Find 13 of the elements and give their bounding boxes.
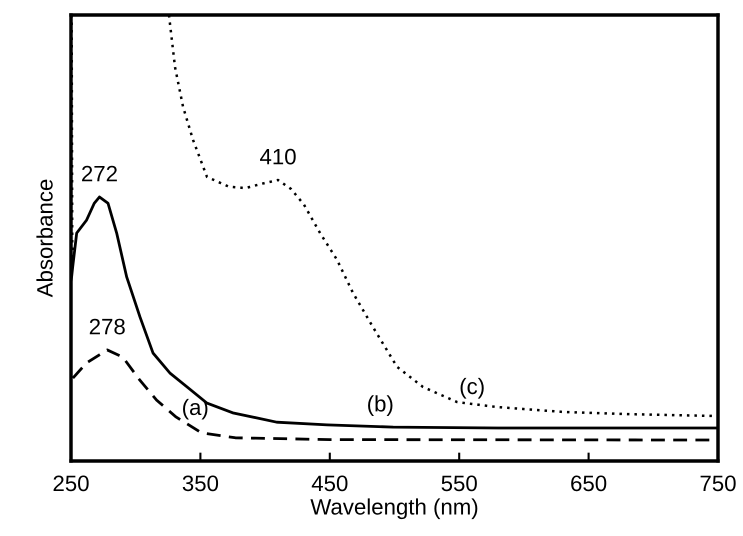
x-tick-label: 750 (700, 475, 736, 492)
annotation: 278 (90, 318, 125, 334)
annotation: (b) (368, 395, 392, 416)
x-axis-title: Wavelength (nm) (310, 498, 478, 520)
x-tick-label: 550 (442, 475, 477, 492)
annotation: (c) (460, 378, 484, 399)
x-tick-label: 250 (54, 475, 89, 492)
annotation: 410 (260, 148, 296, 165)
x-tick-label: 650 (571, 475, 606, 492)
x-tick-label: 450 (312, 475, 348, 492)
annotation: 272 (82, 166, 117, 182)
y-axis-title: Absorbance (36, 180, 53, 298)
x-tick-label: 350 (182, 475, 218, 492)
